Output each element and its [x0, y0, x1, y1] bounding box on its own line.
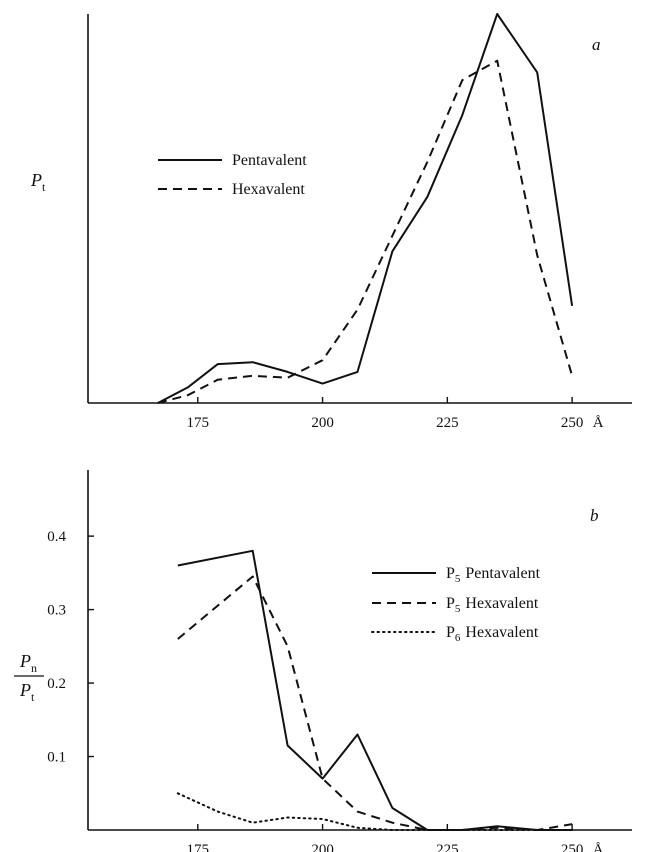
legend-p5-pentavalent-label: P5 Pentavalent — [446, 565, 541, 585]
panel-b-y-tick-label: 0.3 — [47, 603, 66, 619]
panel-b: b Pn Pt 0.1 0.2 0.3 0.4 175 200 225 250 Å P5 Pen… — [14, 470, 632, 852]
panel-b-label: b — [590, 506, 599, 525]
panel-b-y-tick-label: 0.2 — [47, 676, 66, 692]
panel-b-x-ticks: 175 200 225 250 Å — [187, 824, 604, 852]
panel-b-x-unit: Å — [593, 842, 604, 852]
panel-b-x-tick-label: 250 — [561, 842, 584, 852]
panel-b-y-ticks: 0.1 0.2 0.3 0.4 — [47, 529, 94, 766]
panel-a-label: a — [592, 35, 601, 54]
legend-hexavalent-label: Hexavalent — [232, 181, 305, 198]
panel-b-x-tick-label: 225 — [436, 842, 459, 852]
panel-b-y-tick-label: 0.4 — [47, 529, 66, 545]
legend-pentavalent-label: Pentavalent — [232, 152, 307, 169]
legend-p6-hexavalent-label: P6 Hexavalent — [446, 624, 539, 644]
panel-b-y-label-denominator: Pt — [19, 680, 35, 704]
panel-b-series-1-line — [177, 575, 573, 831]
panel-b-series-0-line — [177, 549, 573, 831]
panel-b-y-label-numerator: Pn — [19, 651, 37, 675]
panel-b-x-tick-label: 175 — [187, 842, 210, 852]
panel-b-y-label: Pn Pt — [14, 651, 44, 704]
panel-a-y-label: Pt — [30, 170, 46, 194]
panel-a: a Pt 175 200 225 250 Å Pentavalent Hexavalen… — [30, 13, 632, 431]
legend-p5-hexavalent-label: P5 Hexavalent — [446, 595, 539, 615]
panel-a-series-1-line — [157, 59, 574, 404]
panel-b-x-tick-label: 200 — [311, 842, 334, 852]
panel-a-x-unit: Å — [593, 415, 604, 431]
panel-a-x-tick-label: 175 — [187, 415, 210, 431]
panel-a-series-0-line — [157, 13, 574, 404]
panel-a-x-ticks: 175 200 225 250 Å — [187, 397, 604, 431]
panel-a-x-tick-label: 250 — [561, 415, 584, 431]
panel-a-x-tick-label: 225 — [436, 415, 459, 431]
panel-a-series — [157, 13, 574, 404]
panel-b-series — [176, 549, 574, 831]
panel-b-y-tick-label: 0.1 — [47, 750, 66, 766]
panel-b-series-2-line — [176, 792, 574, 831]
panel-a-legend: Pentavalent Hexavalent — [158, 152, 307, 198]
panel-b-legend: P5 Pentavalent P5 Hexavalent P6 Hexavalent — [371, 565, 541, 644]
panel-a-x-tick-label: 200 — [311, 415, 334, 431]
